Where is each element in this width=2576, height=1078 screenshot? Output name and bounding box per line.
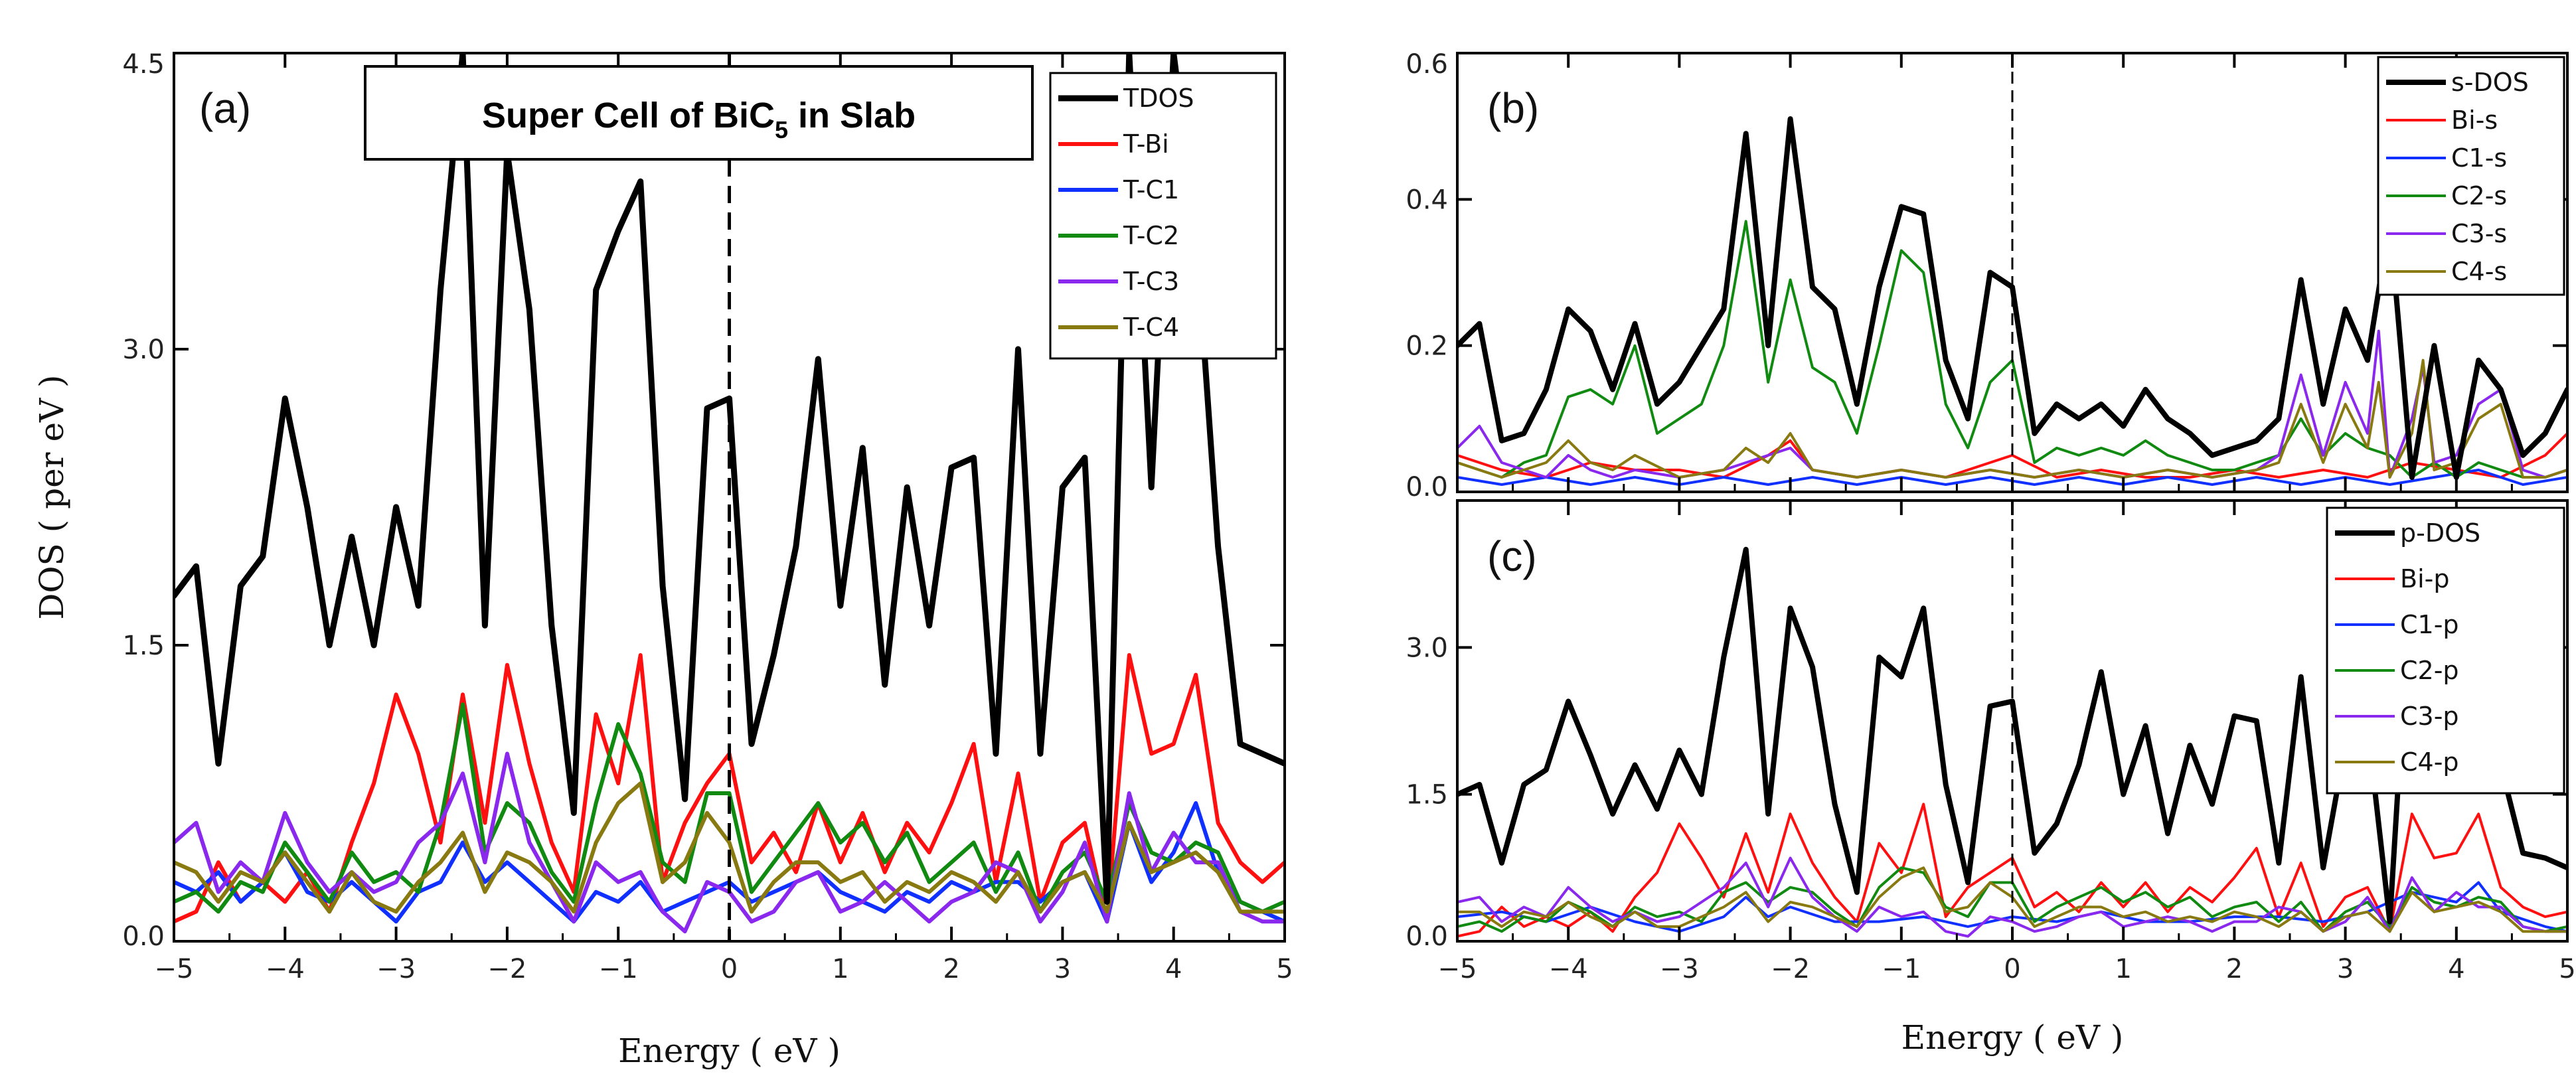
x-tick-label: 3 [2337, 954, 2354, 984]
series-line-p-dos [1457, 546, 2567, 925]
panel-label: (a) [199, 84, 251, 132]
legend-label-c2-p: C2-p [2400, 656, 2459, 685]
y-tick-label: 0.0 [1406, 921, 1448, 952]
legend-label-t-c3: T-C3 [1123, 267, 1179, 296]
panel-b: 0.0 0.2 0.4 0.6 (b) s-DOS Bi-s C1-s C2-s C3-s C4-s [1406, 49, 2569, 502]
legend-label-c3-p: C3-p [2400, 702, 2459, 731]
x-axis-label: Energy ( eV ) [618, 1032, 841, 1070]
x-tick-label: −2 [487, 954, 526, 984]
x-tick-label: −1 [599, 954, 638, 984]
series-line-t-c2 [174, 702, 1285, 914]
y-tick-label: 1.5 [122, 631, 165, 661]
y-tick-label: 0.6 [1406, 49, 1448, 80]
x-tick-label: 1 [832, 954, 848, 984]
chart-title: Super Cell of BiC5 in Slab [482, 96, 916, 143]
x-tick-label: −3 [376, 954, 416, 984]
legend-box [2326, 506, 2565, 795]
legend-label-c1-p: C1-p [2400, 610, 2459, 639]
x-tick-label: −2 [1771, 954, 1810, 984]
y-axis-label: DOS ( per eV ) [33, 374, 71, 619]
legend-label-t-bi: T-Bi [1123, 129, 1169, 159]
y-tick-label: 4.5 [122, 49, 165, 80]
x-tick-label: −5 [1438, 954, 1477, 984]
x-tick-label: 1 [2115, 954, 2131, 984]
x-tick-label: 2 [943, 954, 959, 984]
legend-label-c4-p: C4-p [2400, 747, 2459, 777]
legend-label-c1-s: C1-s [2451, 143, 2507, 173]
y-tick-label: 0.4 [1406, 185, 1448, 215]
x-tick-label: 0 [721, 954, 738, 984]
y-tick-label: 0.0 [122, 921, 165, 952]
series-line-c3-p [1457, 856, 2567, 938]
legend-label-bi-p: Bi-p [2400, 564, 2449, 593]
y-tick-label: 1.5 [1406, 780, 1448, 810]
y-tick-label: 3.0 [122, 335, 165, 365]
y-tick-label: 0.2 [1406, 331, 1448, 362]
x-tick-label: −5 [155, 954, 194, 984]
legend-label-c3-s: C3-s [2451, 219, 2507, 248]
legend-label-c4-s: C4-s [2451, 257, 2507, 286]
legend-box [1049, 72, 1277, 360]
legend-label-p-dos: p-DOS [2400, 518, 2480, 548]
panel-label: (b) [1487, 84, 1539, 132]
panel-a: −5 −4 −3 −2 −1 0 1 2 3 4 5 0.0 1.5 3.0 4.5 (a) Energy ( … [33, 49, 1293, 1070]
x-tick-label: 4 [1165, 954, 1182, 984]
legend-label-tdos: TDOS [1123, 84, 1194, 113]
x-tick-label: −4 [1549, 954, 1588, 984]
y-tick-label: 3.0 [1406, 633, 1448, 663]
legend-label-t-c1: T-C1 [1123, 175, 1179, 204]
x-tick-label: −1 [1882, 954, 1921, 984]
x-tick-label: −4 [266, 954, 305, 984]
x-tick-label: −3 [1660, 954, 1699, 984]
legend-label-t-c2: T-C2 [1123, 221, 1179, 250]
series-line-t-c4 [174, 781, 1285, 914]
legend-label-t-c4: T-C4 [1123, 313, 1179, 342]
x-tick-label: 5 [1276, 954, 1293, 984]
x-tick-label: 4 [2448, 954, 2464, 984]
y-tick-label: 0.0 [1406, 472, 1448, 502]
legend-label-bi-s: Bi-s [2451, 106, 2498, 135]
x-tick-label: 3 [1054, 954, 1071, 984]
legend-label-c2-s: C2-s [2451, 181, 2507, 210]
panel-label: (c) [1487, 532, 1537, 580]
x-tick-label: 2 [2226, 954, 2243, 984]
x-tick-label: 5 [2559, 954, 2575, 984]
legend-box [2377, 56, 2565, 296]
x-axis-label: Energy ( eV ) [1901, 1018, 2124, 1057]
legend-label-s-dos: s-DOS [2451, 68, 2529, 97]
panel-c: −5 −4 −3 −2 −1 0 1 2 3 4 5 0.0 1.5 3.0 (c) Energy ( eV … [1406, 499, 2576, 1057]
x-tick-label: 0 [2004, 954, 2020, 984]
title-box [364, 65, 1034, 161]
